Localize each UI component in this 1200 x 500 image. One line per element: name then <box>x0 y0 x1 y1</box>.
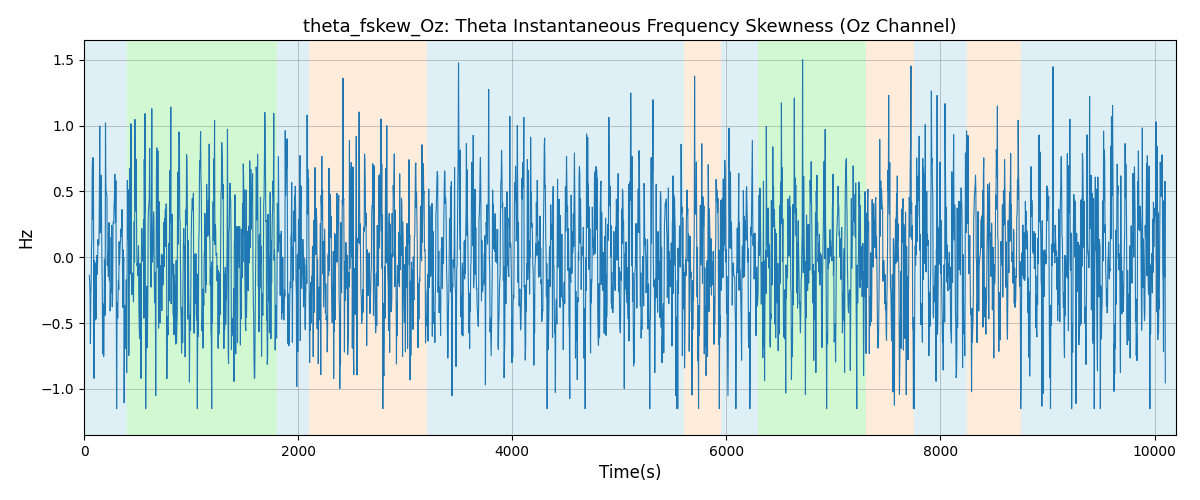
Bar <box>913 40 967 435</box>
Bar <box>758 40 865 435</box>
Bar <box>84 40 127 435</box>
Bar <box>277 40 308 435</box>
X-axis label: Time(s): Time(s) <box>599 464 661 482</box>
Bar <box>127 40 277 435</box>
Bar <box>426 40 684 435</box>
Bar <box>308 40 426 435</box>
Bar <box>865 40 913 435</box>
Bar <box>1021 40 1176 435</box>
Bar <box>967 40 1021 435</box>
Bar <box>721 40 758 435</box>
Title: theta_fskew_Oz: Theta Instantaneous Frequency Skewness (Oz Channel): theta_fskew_Oz: Theta Instantaneous Freq… <box>304 18 956 36</box>
Y-axis label: Hz: Hz <box>17 227 35 248</box>
Bar <box>684 40 721 435</box>
